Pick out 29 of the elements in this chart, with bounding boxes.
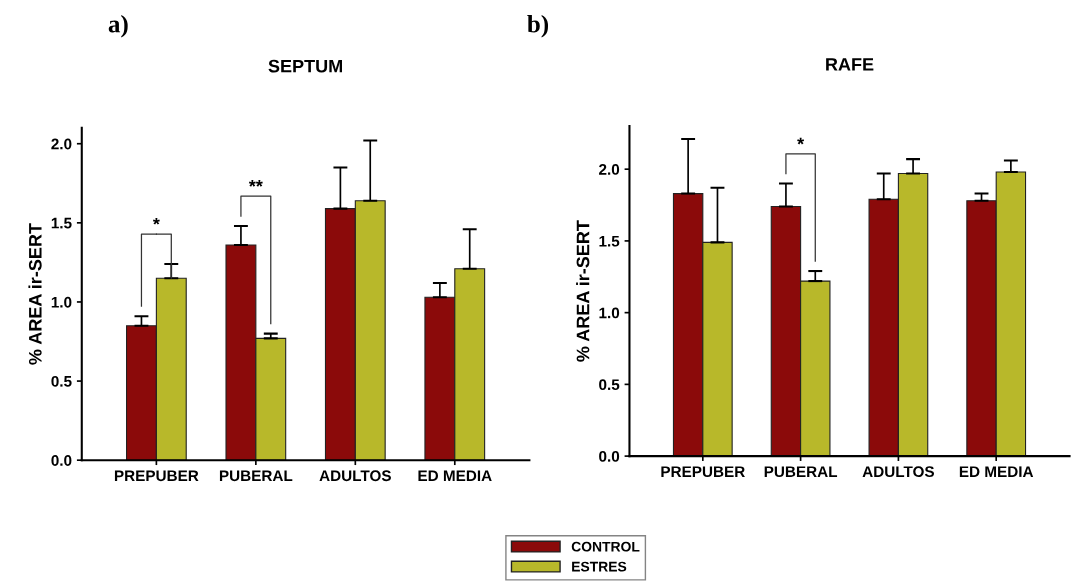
text: a) [108, 14, 128, 38]
annotation: * [797, 137, 805, 145]
y-tick-label: 0.5 [599, 379, 620, 391]
x-tick-label: ED MEDIA [959, 466, 1034, 477]
annotation: ** [248, 179, 263, 187]
x-tick-label: ADULTOS [862, 466, 935, 478]
y-tick-label: 2.0 [599, 164, 620, 175]
y-axis-title: % AREA ir-SERT [576, 220, 590, 362]
x-tick-label: PREPUBER [114, 470, 199, 482]
y-tick-label: 0.5 [51, 375, 72, 387]
y-tick-label: 0.0 [599, 450, 620, 462]
y-tick-label: 0.0 [51, 455, 72, 466]
y-tick-label: 1.5 [51, 217, 72, 229]
y-axis-title: % AREA ir-SERT [28, 223, 42, 365]
x-tick-label: PREPUBER [661, 466, 745, 478]
x-tick-label: ADULTOS [319, 470, 391, 482]
y-tick-label: 1.0 [51, 296, 72, 308]
y-tick-label: 2.0 [51, 138, 72, 150]
text: b) [527, 14, 549, 38]
x-tick-label: ED MEDIA [418, 470, 492, 481]
legend-label: CONTROL [571, 541, 640, 552]
chart-title: RAFE [826, 58, 874, 71]
x-tick-label: PUBERAL [764, 466, 838, 478]
y-tick-label: 1.5 [599, 235, 620, 247]
chart-title: SEPTUM [268, 59, 342, 73]
annotation: * [152, 217, 160, 225]
y-tick-label: 1.0 [599, 307, 620, 319]
x-tick-label: PUBERAL [219, 470, 293, 482]
legend-label: ESTRES [572, 561, 627, 572]
